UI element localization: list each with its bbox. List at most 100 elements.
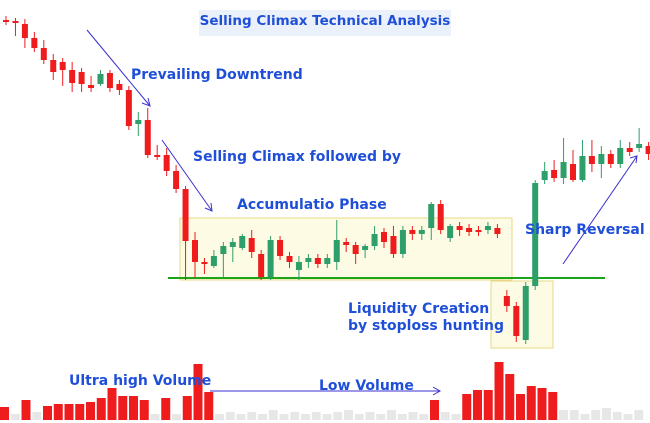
volume-bar — [612, 412, 622, 420]
candle-body — [456, 226, 463, 230]
candle-body — [579, 156, 586, 180]
volume-bar — [559, 410, 568, 420]
volume-bar — [107, 388, 117, 420]
chart-title: Selling Climax Technical Analysis — [199, 13, 451, 29]
candle-body — [21, 24, 28, 38]
candle-body — [607, 154, 614, 164]
volume-bar — [193, 364, 203, 420]
volume-bar — [225, 412, 235, 420]
candle-body — [248, 238, 255, 252]
candle-body — [626, 148, 633, 152]
candle-body — [192, 240, 198, 262]
candle-body — [144, 120, 151, 155]
volume-bar — [526, 386, 536, 420]
candle-body — [466, 228, 473, 232]
volume-bar — [408, 412, 418, 420]
volume-bar — [376, 414, 386, 420]
volume-bar — [139, 400, 149, 420]
candle-body — [305, 258, 312, 262]
volume-bar — [483, 390, 493, 420]
volume-bar — [473, 390, 482, 420]
candle-body — [31, 38, 38, 48]
candle-body — [135, 120, 142, 124]
candle-body — [409, 230, 416, 234]
reversal-label: Sharp Reversal — [525, 222, 645, 238]
candle-body — [116, 84, 123, 90]
volume-bar — [569, 410, 579, 420]
volume-bar — [365, 412, 375, 420]
accumulation-label: Accumulatio Phase — [237, 197, 387, 213]
volume-bar — [397, 414, 407, 420]
volume-bar — [182, 396, 192, 420]
candle-body — [277, 240, 284, 256]
liquidity-label-line1: Liquidity Creation — [348, 301, 490, 317]
candle-body — [645, 146, 650, 154]
candle-body — [106, 73, 113, 88]
candle-body — [343, 242, 350, 245]
volume-bar — [53, 404, 63, 420]
volume-bar — [311, 412, 321, 420]
candle-body — [88, 85, 95, 88]
volume-bar — [215, 414, 224, 420]
volume-bar — [43, 406, 52, 420]
volume-bar — [21, 400, 31, 420]
volume-bar — [494, 362, 504, 420]
volume-bar — [344, 410, 353, 420]
candle-body — [475, 230, 482, 232]
candle-body — [362, 246, 369, 250]
volume-bar — [10, 414, 20, 420]
candle-body — [125, 90, 132, 126]
candle-body — [163, 155, 170, 171]
volume-bar — [150, 414, 160, 420]
candle-body — [220, 246, 227, 254]
candle-body — [484, 226, 491, 230]
volume-bar — [32, 412, 42, 420]
volume-bar — [602, 408, 611, 420]
candle-body — [418, 230, 425, 234]
candle-body — [210, 256, 217, 266]
candle-body — [182, 189, 189, 241]
candle-body — [541, 171, 548, 180]
candle-body — [551, 170, 558, 178]
volume-bar — [548, 392, 558, 420]
candle-body — [3, 20, 9, 22]
candle-body — [598, 154, 605, 164]
volume-bar — [161, 398, 171, 420]
candle-body — [324, 258, 331, 264]
candle-body — [570, 164, 576, 180]
candle-body — [333, 240, 340, 262]
candle-body — [352, 245, 359, 254]
reversal-arrow — [562, 155, 638, 265]
volume-bar — [290, 412, 300, 420]
volume-bar — [247, 412, 257, 420]
title-background — [199, 10, 451, 36]
candle-body — [588, 156, 595, 164]
volume-bar — [322, 414, 332, 420]
climax-arrow-head — [204, 202, 213, 212]
volume-bar — [387, 410, 396, 420]
volume-bar — [268, 410, 278, 420]
low-volume-label: Low Volume — [319, 378, 414, 394]
candle-body — [239, 236, 246, 248]
climax-label: Selling Climax followed by — [193, 149, 402, 165]
candle-body — [12, 21, 19, 23]
candle-body — [78, 72, 85, 84]
volume-bars — [0, 362, 644, 420]
volume-bar — [96, 398, 106, 420]
volume-arrow-head — [432, 386, 442, 396]
annotation-arrows — [86, 29, 638, 396]
volume-bar — [440, 412, 450, 420]
candle-body — [267, 240, 274, 277]
volume-bar — [0, 407, 9, 420]
volume-bar — [204, 392, 214, 420]
candle-body — [636, 144, 643, 148]
downtrend-label: Prevailing Downtrend — [131, 67, 303, 83]
candlesticks — [3, 16, 650, 344]
candle-body — [59, 62, 66, 70]
candle-body — [381, 232, 387, 242]
candle-body — [428, 204, 435, 228]
ultra-volume-label: Ultra high Volume — [69, 373, 212, 389]
volume-bar — [451, 414, 461, 420]
climax-arrow — [161, 139, 213, 212]
